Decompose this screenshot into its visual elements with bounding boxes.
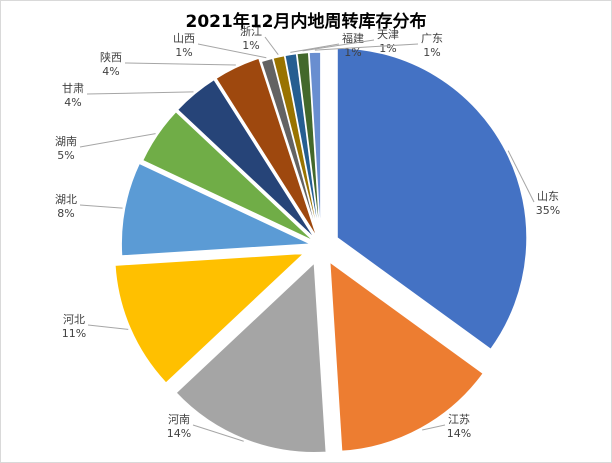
leader-line-slice-5: [79, 204, 123, 209]
pie-slice-5: [120, 162, 312, 257]
label-name-slice-1: 山东: [537, 190, 559, 203]
leader-line-slice-7: [86, 91, 194, 95]
leader-line-slice-13: [314, 43, 419, 51]
label-value-slice-10: 1%: [242, 39, 259, 52]
label-name-slice-6: 湖南: [55, 135, 77, 148]
pie-slice-7: [176, 78, 317, 241]
label-value-slice-3: 14%: [167, 427, 191, 440]
label-name-slice-7: 甘肃: [62, 82, 84, 95]
label-name-slice-2: 江苏: [448, 413, 470, 426]
label-name-slice-13: 广东: [421, 32, 443, 45]
label-value-slice-9: 1%: [175, 46, 192, 59]
label-value-slice-4: 11%: [62, 327, 86, 340]
label-name-slice-9: 山西: [173, 32, 195, 45]
label-value-slice-2: 14%: [447, 427, 471, 440]
label-value-slice-5: 8%: [57, 207, 74, 220]
pie-slice-6: [141, 110, 315, 243]
label-name-slice-10: 浙江: [240, 25, 262, 38]
label-value-slice-1: 35%: [536, 204, 560, 217]
label-name-slice-11: 福建: [342, 31, 364, 45]
pie-slice-8: [214, 57, 319, 240]
label-name-slice-3: 河南: [168, 413, 190, 426]
pie-slice-3: [174, 261, 328, 454]
label-name-slice-12: 天津: [377, 28, 399, 41]
label-name-slice-5: 湖北: [55, 193, 77, 206]
leader-line-slice-10: [264, 36, 279, 56]
leader-line-slice-11: [290, 43, 340, 53]
leader-line-slice-12: [302, 39, 375, 52]
leader-line-slice-9: [197, 43, 267, 59]
pie-slice-13: [308, 51, 322, 243]
label-name-slice-8: 陕西: [100, 50, 122, 64]
leader-line-slice-8: [124, 62, 236, 66]
pie-slice-1: [336, 47, 528, 351]
leader-line-slice-3: [192, 424, 244, 442]
pie-slice-2: [328, 260, 485, 453]
label-value-slice-12: 1%: [379, 42, 396, 55]
label-value-slice-6: 5%: [57, 149, 74, 162]
label-value-slice-7: 4%: [64, 96, 81, 109]
label-name-slice-4: 河北: [63, 313, 85, 326]
leader-line-slice-1: [507, 150, 535, 203]
label-value-slice-8: 4%: [102, 65, 119, 78]
leader-line-slice-2: [422, 424, 446, 431]
leader-line-slice-6: [79, 133, 156, 148]
label-value-slice-13: 1%: [423, 46, 440, 59]
chart-title: 2021年12月内地周转库存分布: [185, 12, 427, 32]
leader-line-slice-4: [87, 324, 129, 330]
label-value-slice-11: 1%: [344, 46, 361, 59]
pie-slice-4: [114, 252, 307, 385]
